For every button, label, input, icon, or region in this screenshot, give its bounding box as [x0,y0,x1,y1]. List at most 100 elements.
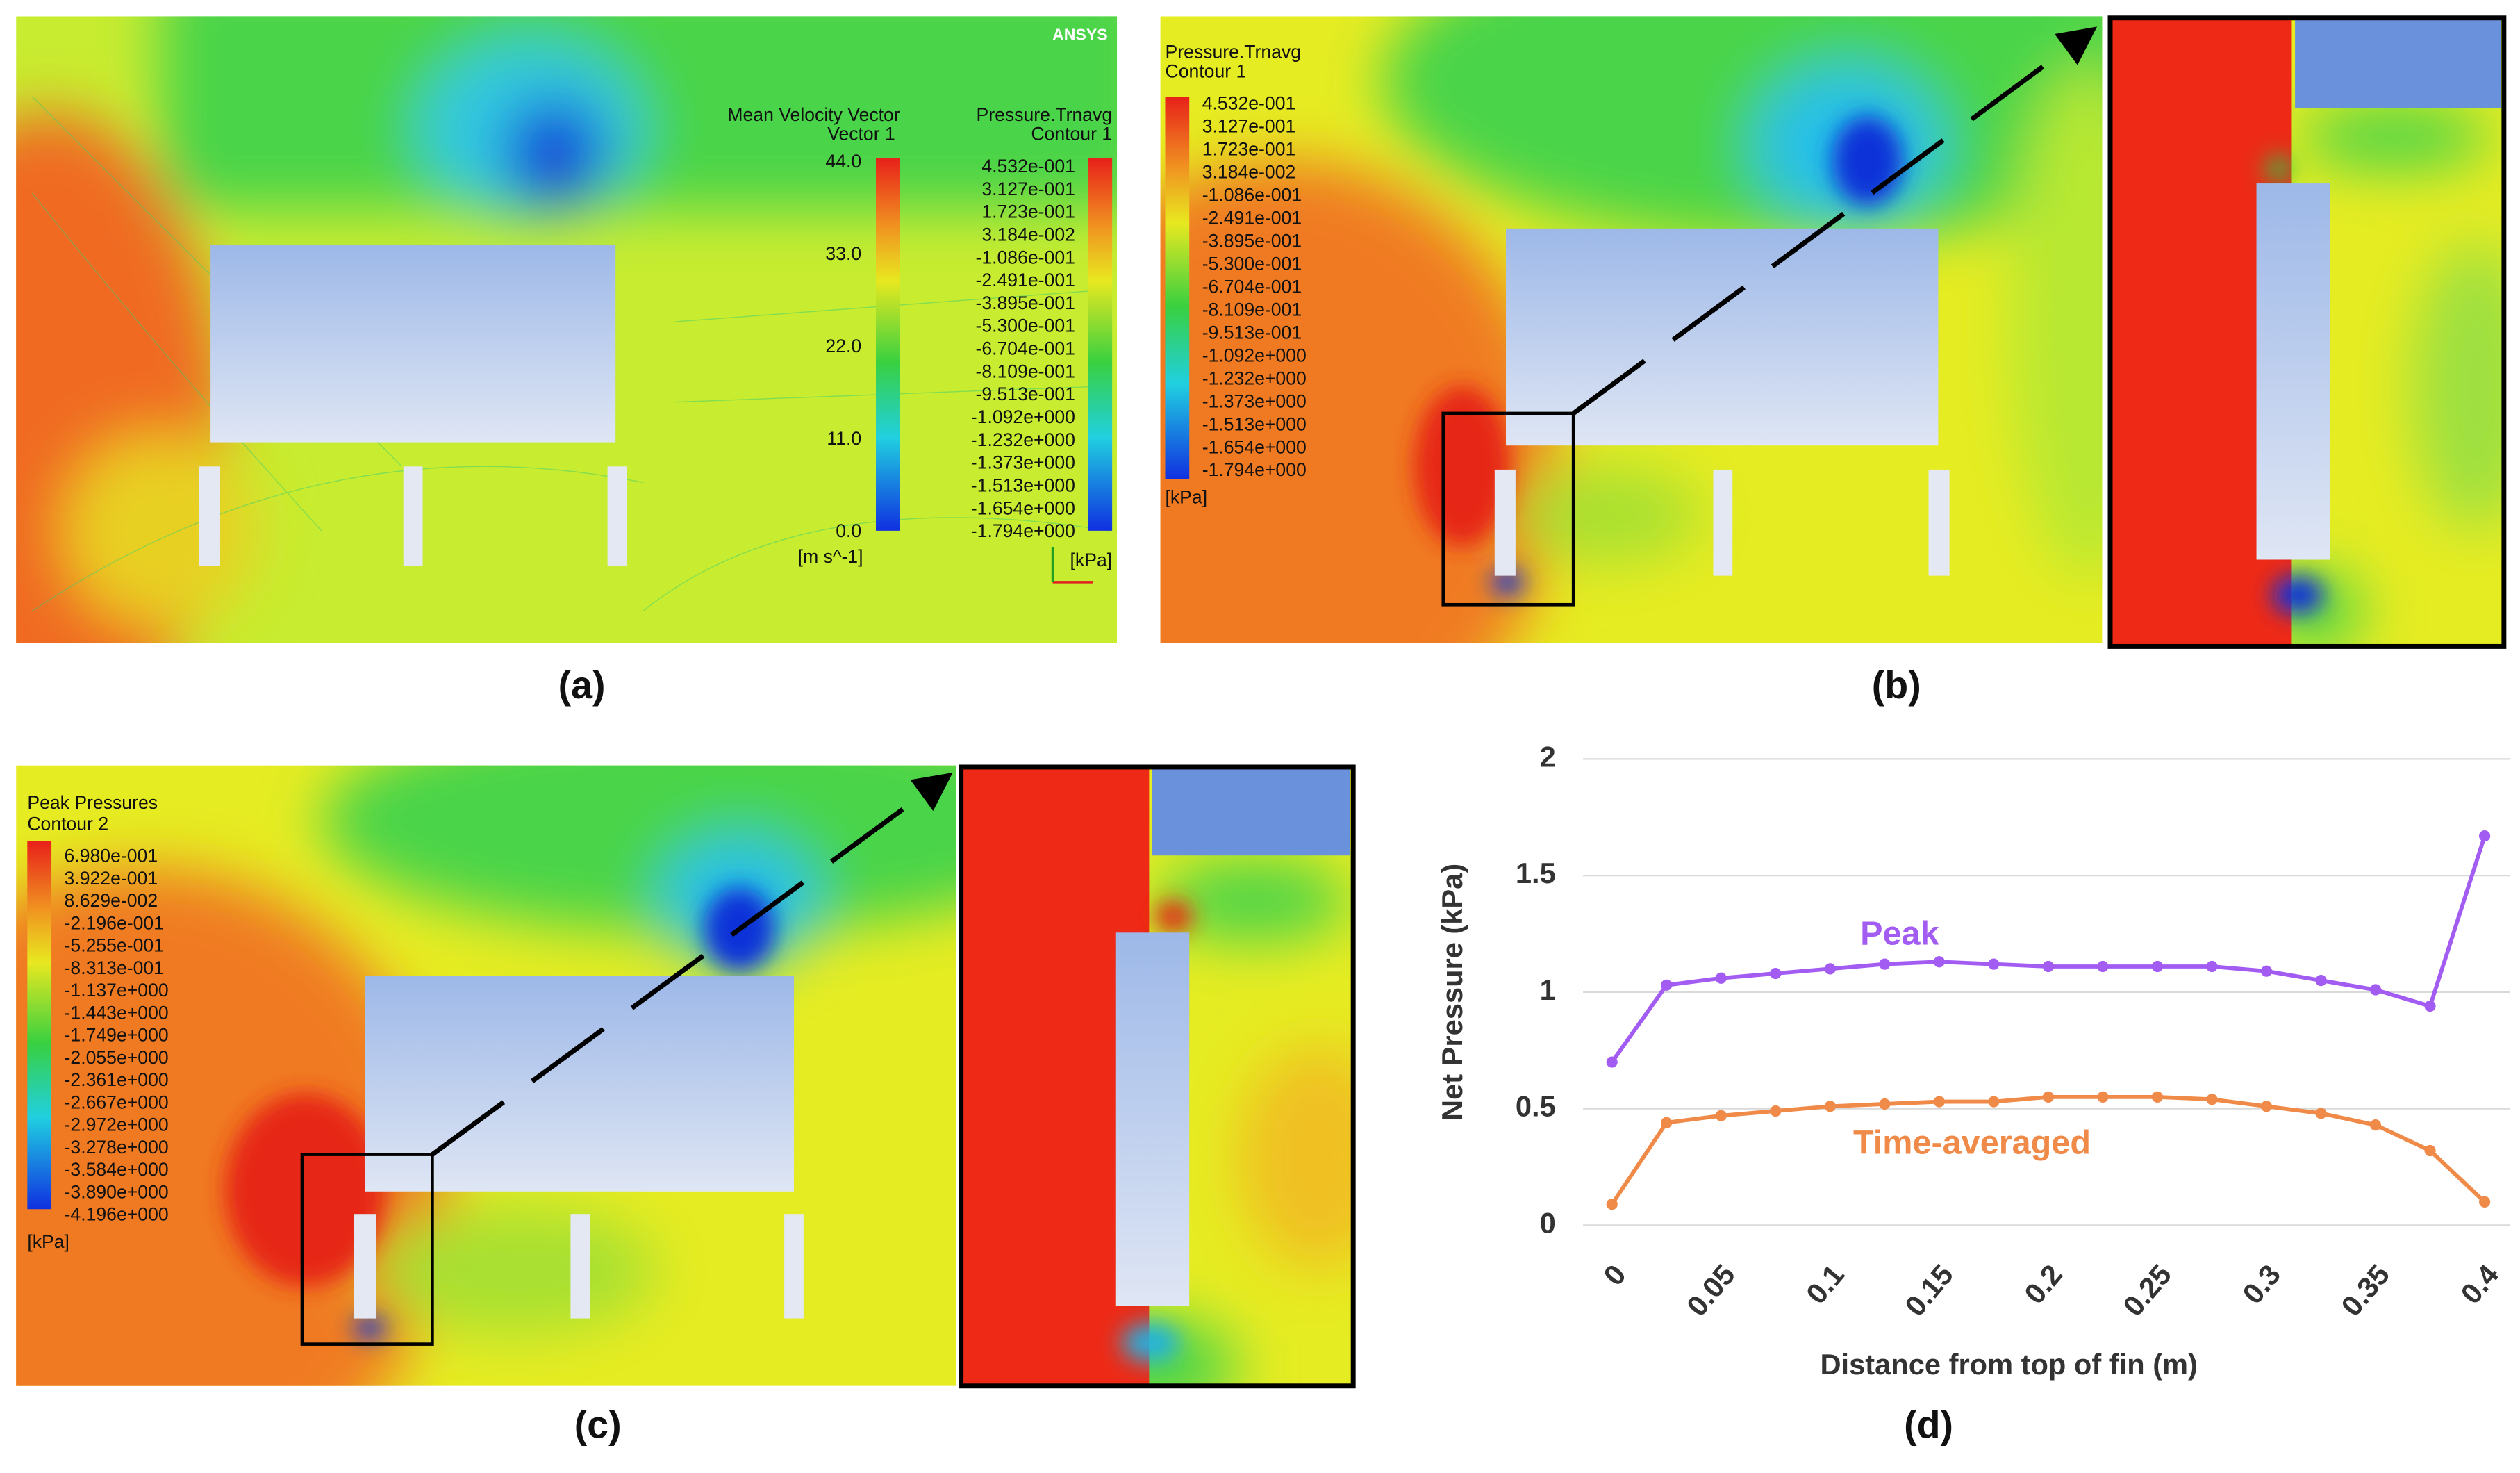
legend-label: -5.300e-001 [1202,254,1302,274]
x-tick-label: 0.05 [1680,1258,1741,1322]
legend-label: -1.232e+000 [971,429,1075,450]
data-point [2369,1119,2382,1131]
panel-label: (c) [574,1404,622,1447]
x-tick-label: 0.2 [2018,1258,2069,1310]
legend-label: -2.972e+000 [65,1114,169,1135]
data-point [1606,1056,1618,1068]
x-tick-label: 0.35 [2335,1258,2396,1322]
panel-label: (d) [1904,1404,1953,1447]
legend-label: 22.0 [825,336,861,356]
y-tick-label: 1.5 [1516,857,1556,889]
data-point [1715,1110,1727,1121]
legend-unit: [m s^-1] [798,546,863,567]
data-point [2151,960,2164,973]
legend-label: -1.092e+000 [1202,345,1307,365]
legend-label: -1.513e+000 [971,475,1075,496]
legend-label: -1.794e+000 [971,520,1075,541]
legend-subtitle: Contour 1 [1031,124,1112,145]
legend-label: 0.0 [836,520,861,541]
contour-a [16,16,1118,643]
legend-unit: [kPa] [27,1231,69,1252]
legend-label: -1.443e+000 [65,1002,169,1023]
data-point [2042,1091,2055,1103]
legend-label: -1.086e-001 [975,247,1075,268]
legend-label: -1.794e+000 [1202,459,1307,480]
x-tick-label: 0 [1597,1258,1632,1292]
legend-title: Peak Pressures [27,792,158,813]
data-point [1988,1096,2000,1108]
y-tick-label: 2 [1540,740,1556,773]
data-point [2206,960,2218,973]
data-point [2151,1091,2164,1103]
legend-label: 6.980e-001 [65,846,158,866]
legend-label: 3.127e-001 [981,179,1075,199]
legend-label: 1.723e-001 [981,201,1075,222]
inset-b [2108,16,2504,647]
data-point [1661,1117,1673,1128]
legend-label: 11.0 [827,428,861,449]
data-point [2042,960,2055,973]
data-point [2369,984,2382,996]
legend-label: -1.232e+000 [1202,368,1307,388]
data-point [2315,975,2327,987]
logo: ANSYS [1052,25,1108,43]
data-point [1933,1096,1945,1108]
legend-unit: [kPa] [1165,487,1207,508]
data-point [2260,965,2273,977]
data-point [2478,830,2491,842]
data-point [1606,1199,1618,1210]
legend-label: -2.055e+000 [65,1047,169,1068]
legend-label: 3.184e-002 [981,224,1075,245]
data-point [1770,967,1782,980]
x-tick-label: 0.15 [1898,1258,1959,1322]
legend-label: -5.300e-001 [975,315,1075,336]
legend-label: -3.890e+000 [65,1181,169,1202]
legend-label: -1.654e+000 [971,497,1075,518]
legend-label: -2.491e-001 [1202,208,1302,229]
legend-label: -2.196e-001 [65,912,164,933]
legend-label: -3.278e+000 [65,1137,169,1158]
legend-label: -3.584e+000 [65,1159,169,1180]
legend-label: 3.184e-002 [1202,162,1296,183]
legend-label: -6.704e-001 [975,338,1075,359]
legend-title: Pressure.Trnavg [977,104,1113,125]
inset-c [959,765,1354,1386]
y-tick-label: 0 [1540,1206,1556,1239]
x-axis-label: Distance from top of fin (m) [1821,1348,2198,1381]
legend-label: -2.491e-001 [975,270,1075,290]
data-point [1715,972,1727,984]
x-tick-label: 0.25 [2116,1258,2178,1322]
data-point [2260,1101,2273,1112]
data-point [1988,958,2000,970]
series-label: Time-averaged [1853,1124,2091,1162]
legend-label: -1.373e+000 [1202,390,1307,411]
legend-label: -8.109e-001 [975,361,1075,381]
legend-unit: [kPa] [1070,550,1113,570]
legend-subtitle: Vector 1 [827,124,895,145]
series-line [1610,835,2487,1064]
data-point [1879,1098,1891,1110]
data-point [1824,1101,1836,1112]
legend-subtitle: Contour 2 [27,813,108,834]
data-point [1661,979,1673,991]
x-tick-label: 0.3 [2236,1258,2287,1310]
data-point [1879,958,1891,970]
data-point [2206,1094,2218,1105]
legend-title: Pressure.Trnavg [1165,42,1301,63]
data-point [2315,1108,2327,1119]
data-point [2424,1144,2436,1157]
legend-label: -3.895e-001 [975,293,1075,313]
legend-label: -6.704e-001 [1202,276,1302,297]
legend-label: 1.723e-001 [1202,139,1296,160]
legend-label: -1.137e+000 [65,980,169,1001]
legend-label: -1.513e+000 [1202,413,1307,434]
legend-label: -8.313e-001 [65,957,164,978]
series-label: Peak [1860,915,1939,953]
legend-label: -9.513e-001 [1202,322,1302,343]
legend-label: -2.667e+000 [65,1092,169,1112]
legend-label: 4.532e-001 [981,156,1075,176]
legend-label: 3.127e-001 [1202,116,1296,137]
data-point [1933,956,1945,968]
legend-title: Mean Velocity Vector [727,104,900,125]
